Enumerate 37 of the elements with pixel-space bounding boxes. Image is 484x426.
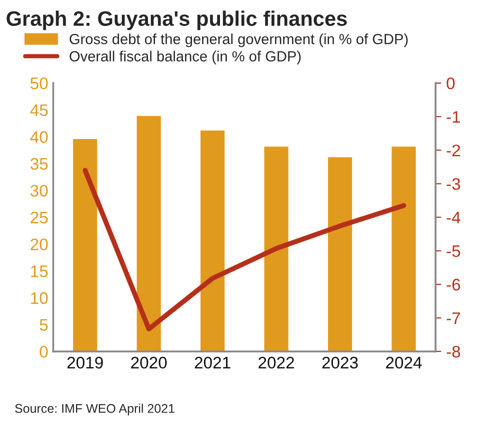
y-tick-label: 35 bbox=[30, 158, 48, 170]
y-tick-label: 0 bbox=[40, 346, 48, 358]
x-tick-label: 2023 bbox=[322, 356, 358, 369]
bar bbox=[390, 145, 418, 352]
y2-tick-label: -3 bbox=[446, 178, 460, 190]
legend-label: Overall fiscal balance (in % of GDP) bbox=[70, 50, 301, 64]
y-tick-label: 30 bbox=[30, 184, 48, 197]
y2-tick-label: -4 bbox=[446, 212, 460, 224]
y2-tick-label: -6 bbox=[446, 278, 460, 291]
y-tick-label: 40 bbox=[30, 131, 48, 143]
y-tick-label: 5 bbox=[40, 319, 48, 331]
source-note: Source: IMF WEO April 2021 bbox=[15, 404, 174, 416]
y-tick-label: 15 bbox=[31, 266, 48, 278]
y2-tick-label: -1 bbox=[446, 111, 460, 123]
x-tick-label: 2020 bbox=[131, 356, 167, 369]
legend-label: Gross debt of the general government (in % of GDP) bbox=[70, 34, 408, 48]
chart-title: Graph 2: Guyana's public finances bbox=[6, 10, 347, 30]
bar bbox=[199, 129, 226, 352]
bar bbox=[135, 114, 162, 352]
y-tick-label: 10 bbox=[31, 292, 48, 304]
line-series bbox=[82, 168, 406, 332]
bar bbox=[72, 138, 99, 352]
y-tick-label: 25 bbox=[30, 212, 48, 224]
x-tick-label: 2019 bbox=[67, 356, 103, 369]
y-tick-label: 20 bbox=[30, 238, 48, 250]
bar bbox=[326, 156, 354, 352]
y-tick-label: 45 bbox=[30, 104, 48, 116]
y-tick-label: 50 bbox=[30, 77, 48, 90]
bar bbox=[262, 145, 290, 352]
y2-tick-label: -2 bbox=[446, 144, 460, 156]
x-tick-label: 2021 bbox=[194, 356, 230, 369]
y2-tick-label: -5 bbox=[446, 245, 460, 258]
x-tick-label: 2022 bbox=[258, 356, 294, 369]
x-tick-label: 2024 bbox=[386, 356, 422, 369]
y2-tick-label: -8 bbox=[446, 346, 460, 358]
y2-tick-label: -7 bbox=[446, 312, 460, 324]
y2-tick-label: 0 bbox=[446, 77, 455, 90]
